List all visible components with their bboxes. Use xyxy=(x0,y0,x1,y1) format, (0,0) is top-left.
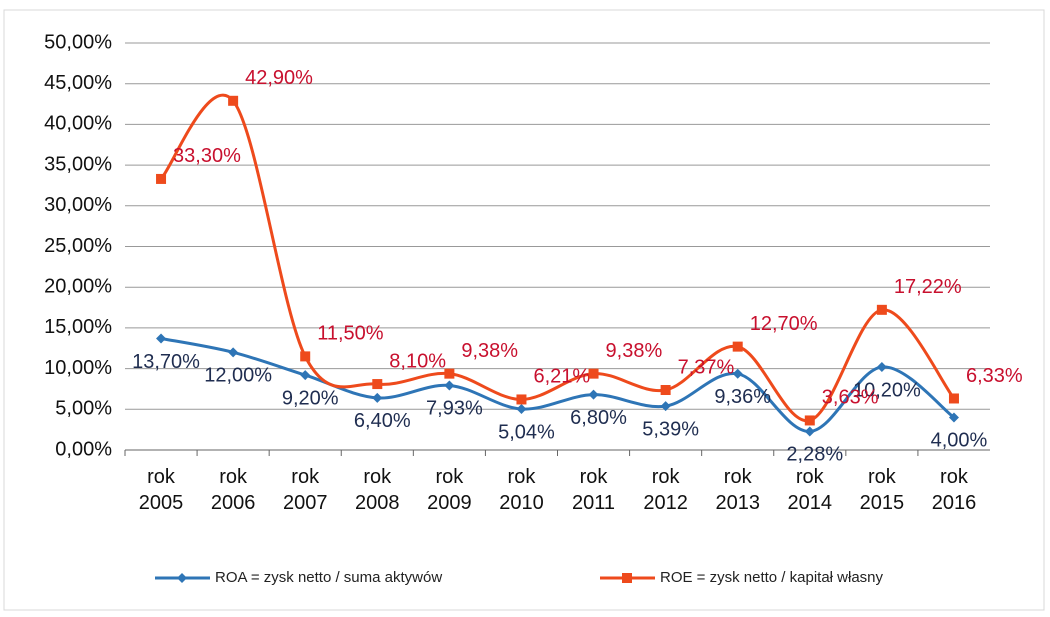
marker xyxy=(876,361,887,372)
x-tick-label: rok 2011 xyxy=(572,466,616,514)
marker xyxy=(804,415,815,426)
data-label: 33,30% xyxy=(173,145,241,167)
marker xyxy=(588,368,599,379)
data-label: 17,22% xyxy=(894,276,962,298)
data-label: 7,93% xyxy=(426,398,483,420)
x-tick-label: rok 2012 xyxy=(643,466,688,514)
x-tick-label: rok 2014 xyxy=(787,466,833,514)
marker xyxy=(444,368,455,379)
data-label: 3,63% xyxy=(822,387,879,409)
data-label: 9,38% xyxy=(606,340,663,362)
marker xyxy=(156,173,167,184)
data-label: 42,90% xyxy=(245,67,313,89)
x-tick-label: rok 2008 xyxy=(355,466,400,514)
marker xyxy=(228,95,239,106)
x-tick-label: rok 2009 xyxy=(427,466,472,514)
data-label: 6,80% xyxy=(570,407,627,429)
marker xyxy=(732,341,743,352)
data-label: 12,00% xyxy=(204,365,272,387)
marker xyxy=(588,389,599,400)
data-label: 7,37% xyxy=(678,356,735,378)
legend-label: ROE = zysk netto / kapitał własny xyxy=(660,569,884,586)
y-tick-label: 25,00% xyxy=(44,235,112,257)
data-label: 13,70% xyxy=(132,351,200,373)
y-tick-label: 0,00% xyxy=(55,438,112,460)
marker xyxy=(444,380,455,391)
data-label: 9,36% xyxy=(714,386,771,408)
data-label: 6,21% xyxy=(533,366,590,388)
marker xyxy=(516,403,527,414)
data-label: 2,28% xyxy=(786,444,843,466)
data-label: 5,04% xyxy=(498,421,555,443)
marker xyxy=(660,401,671,412)
marker xyxy=(300,351,311,362)
series-line xyxy=(159,93,956,422)
data-label: 4,00% xyxy=(931,430,988,452)
legend-label: ROA = zysk netto / suma aktywów xyxy=(215,569,442,586)
marker xyxy=(516,394,527,405)
data-label: 9,20% xyxy=(282,387,339,409)
data-label: 5,39% xyxy=(642,418,699,440)
y-tick-label: 20,00% xyxy=(44,275,112,297)
y-tick-label: 40,00% xyxy=(44,113,112,135)
x-tick-label: rok 2006 xyxy=(210,466,256,514)
marker xyxy=(372,392,383,403)
y-tick-label: 30,00% xyxy=(44,194,112,216)
y-tick-label: 15,00% xyxy=(44,316,112,338)
y-tick-label: 10,00% xyxy=(44,357,112,379)
legend-marker xyxy=(622,573,632,583)
x-tick-label: rok 2005 xyxy=(138,466,184,514)
marker xyxy=(372,379,383,390)
y-tick-label: 45,00% xyxy=(44,72,112,94)
x-tick-label: rok 2016 xyxy=(931,466,977,514)
marker xyxy=(300,370,311,381)
x-tick-label: rok 2015 xyxy=(859,466,905,514)
data-label: 11,50% xyxy=(317,323,384,345)
data-label: 6,40% xyxy=(354,410,411,432)
y-tick-label: 35,00% xyxy=(44,153,112,175)
x-tick-label: rok 2013 xyxy=(715,466,760,514)
x-tick-label: rok 2007 xyxy=(282,466,328,514)
marker xyxy=(948,393,959,404)
marker xyxy=(732,368,743,379)
data-label: 9,38% xyxy=(461,340,518,362)
marker xyxy=(228,347,239,358)
x-tick-label: rok 2010 xyxy=(499,466,544,514)
marker xyxy=(804,426,815,437)
data-label: 10,20% xyxy=(853,379,921,401)
legend-marker xyxy=(177,573,187,583)
y-tick-label: 50,00% xyxy=(44,31,112,53)
data-label: 12,70% xyxy=(750,313,818,335)
marker xyxy=(156,333,167,344)
marker xyxy=(948,412,959,423)
chart-border xyxy=(3,9,1045,611)
marker xyxy=(876,304,887,315)
data-label: 8,10% xyxy=(389,350,446,372)
data-label: 6,33% xyxy=(966,365,1023,387)
marker xyxy=(660,385,671,396)
y-tick-label: 5,00% xyxy=(55,398,112,420)
